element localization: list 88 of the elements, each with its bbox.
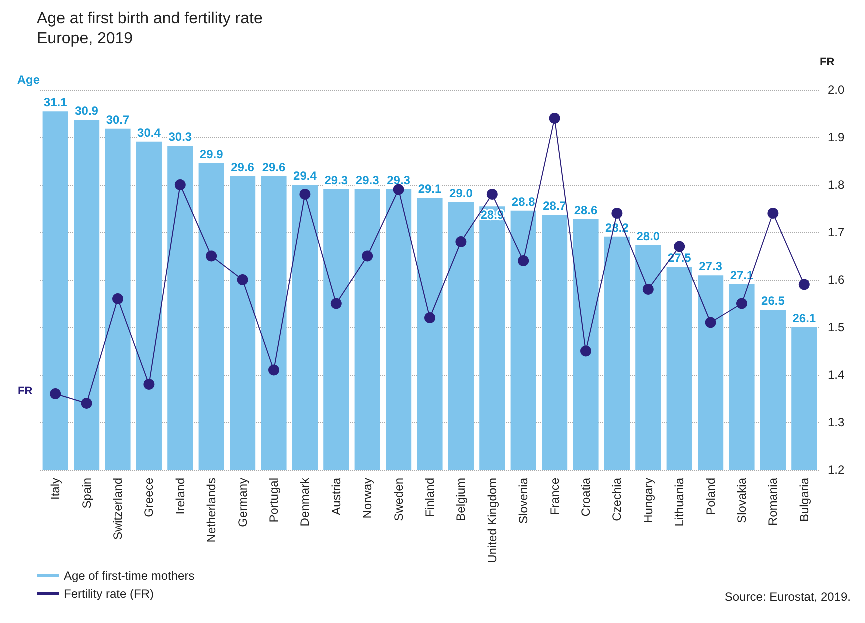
text: FR (18, 386, 33, 398)
data-label: 30.7 (106, 112, 130, 127)
point (549, 113, 560, 124)
data-label: 29.4 (294, 169, 318, 183)
x-tick-label: Czechia (610, 478, 624, 522)
x-tick-label: Croatia (579, 478, 593, 517)
x-tick-label: Lithuania (672, 478, 687, 527)
y2-tick-label: 1.9 (828, 130, 846, 144)
data-label: 26.5 (762, 294, 786, 308)
x-tick-label: France (548, 478, 562, 516)
x-tick-label: Sweden (392, 478, 406, 522)
point (300, 189, 311, 200)
x-tick-label: Ireland (173, 478, 188, 515)
legend-label: Fertility rate (FR) (64, 587, 154, 601)
point (330, 298, 342, 310)
point (612, 208, 623, 219)
point (486, 189, 498, 200)
data-label: 29.9 (200, 147, 224, 162)
data-label: 30.3 (168, 130, 192, 144)
point (768, 208, 779, 219)
y2-tick-label: 1.2 (828, 463, 846, 477)
point (518, 256, 530, 266)
y2-axis-title: FR (820, 56, 835, 68)
data-label: 27.3 (699, 260, 723, 274)
y-axis-title: Age (17, 73, 40, 87)
point (674, 241, 686, 252)
x-tick-label: Greece (142, 478, 156, 518)
point (268, 364, 280, 376)
y2-tick-label: 1.5 (828, 320, 846, 334)
data-label: 29.0 (450, 186, 474, 200)
point (81, 398, 92, 409)
point (580, 346, 592, 357)
point (736, 298, 748, 310)
x-tick-label: Slovenia (516, 478, 531, 524)
data-label: 28.0 (636, 229, 660, 244)
y2-tick-label: 1.4 (828, 368, 846, 382)
x-tick-label: Belgium (454, 478, 468, 522)
point (362, 250, 374, 262)
chart-title: Age at first birth and fertility rate (37, 10, 263, 28)
y2-tick-label: 1.3 (828, 416, 846, 430)
data-label: 29.3 (356, 173, 380, 188)
point (206, 250, 218, 262)
x-tick-label: Bulgaria (797, 478, 812, 522)
data-label: 28.7 (543, 199, 567, 214)
y2-tick-label: 2.0 (828, 83, 846, 97)
data-label: 29.3 (324, 173, 348, 188)
y2-tick-label: 1.7 (828, 226, 846, 240)
point (174, 180, 186, 190)
x-tick-label: Finland (423, 478, 437, 518)
data-label: 29.3 (387, 173, 411, 188)
data-label: 30.9 (75, 104, 99, 118)
data-label: 26.1 (792, 312, 816, 326)
point (798, 279, 810, 290)
point (144, 379, 155, 390)
source-note: Source: Eurostat, 2019. (724, 590, 851, 604)
point (642, 284, 654, 295)
point (112, 294, 124, 304)
x-tick-label: Denmark (298, 477, 312, 527)
point (50, 388, 62, 400)
x-tick-label: Poland (704, 478, 718, 516)
data-label: 28.6 (574, 204, 598, 218)
data-label: 29.1 (418, 182, 442, 196)
x-tick-label: Romania (766, 478, 780, 526)
x-tick-label: Switzerland (111, 478, 125, 540)
y2-tick-label: 1.6 (828, 273, 846, 287)
x-tick-label: Hungary (641, 478, 656, 524)
point (705, 317, 716, 328)
x-tick-label: Germany (236, 478, 250, 528)
x-tick-label: Netherlands (204, 478, 219, 543)
legend-label: Age of first-time mothers (64, 569, 195, 583)
point (393, 184, 404, 196)
data-label: 29.6 (231, 160, 255, 174)
x-tick-label: Italy (48, 478, 63, 500)
x-tick-label: Portugal (267, 478, 281, 523)
x-tick-label: Norway (360, 478, 375, 519)
x-tick-label: Slovakia (735, 478, 749, 524)
x-tick-label: Spain (80, 478, 94, 509)
data-label: 30.4 (138, 126, 162, 140)
data-label: 31.1 (44, 96, 68, 110)
x-tick-label: Austria (329, 478, 344, 516)
data-label: 28.8 (512, 194, 536, 209)
point (456, 236, 467, 248)
x-tick-label: United Kingdom (485, 478, 500, 564)
y2-tick-label: 1.8 (828, 178, 846, 192)
point (237, 274, 248, 286)
chart-subtitle: Europe, 2019 (37, 30, 134, 48)
point (424, 312, 436, 324)
data-label: 29.6 (262, 160, 286, 174)
